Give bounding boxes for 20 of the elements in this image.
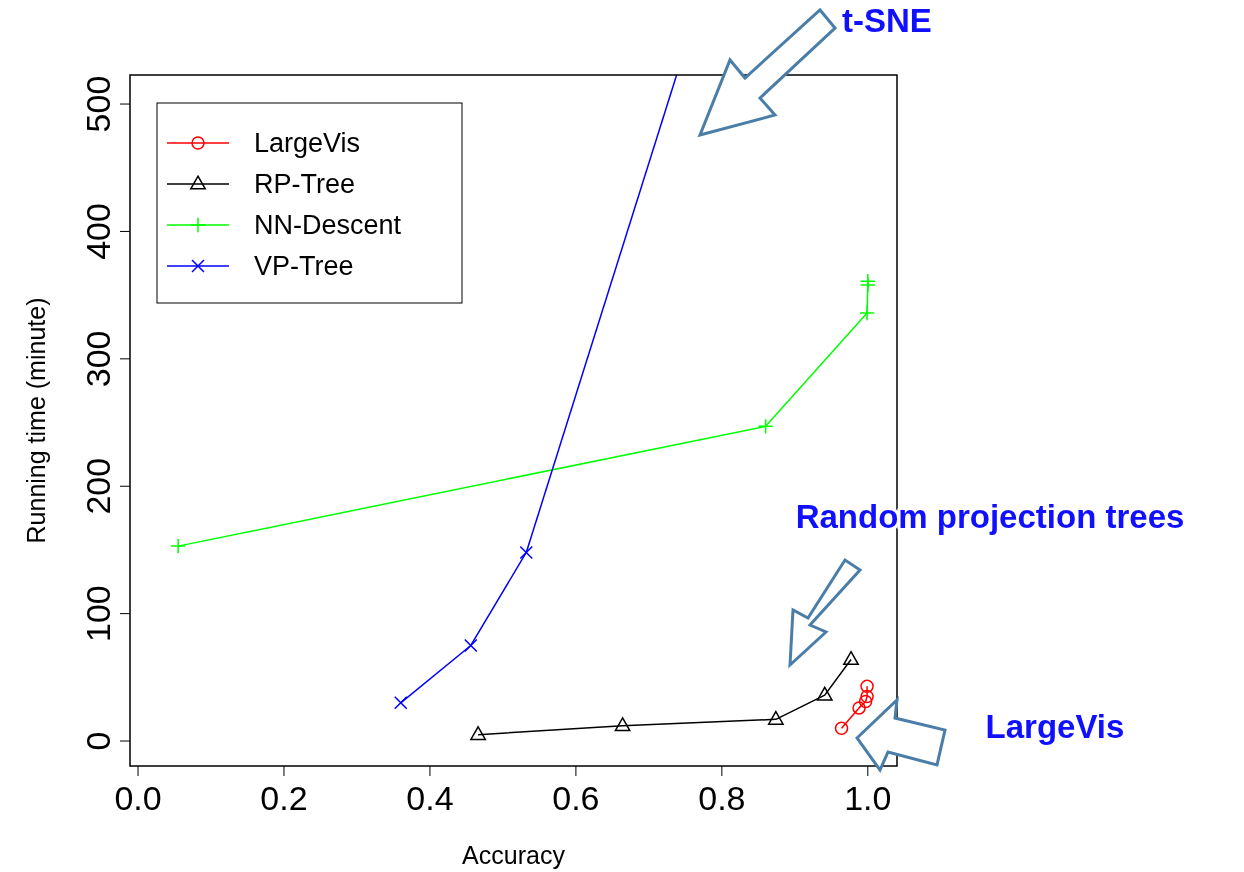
- x-tick-label: 0.4: [406, 779, 454, 817]
- x-axis-title: Accuracy: [462, 841, 566, 869]
- y-tick-label: 500: [79, 75, 117, 133]
- legend-label: RP-Tree: [254, 169, 356, 199]
- legend-label: NN-Descent: [254, 210, 402, 240]
- text: t-SNE: [842, 2, 932, 39]
- y-tick-label: 0: [79, 731, 117, 751]
- x-tick-label: 0.0: [114, 779, 162, 817]
- y-tick-label: 100: [79, 585, 117, 642]
- x-tick-label: 1.0: [844, 779, 892, 817]
- x-tick-label: 0.8: [698, 779, 746, 817]
- x-tick-label: 0.6: [552, 779, 600, 817]
- y-tick-label: 400: [79, 203, 117, 260]
- y-tick-label: 300: [79, 330, 117, 388]
- text: LargeVis: [985, 708, 1125, 745]
- y-tick-label: 200: [79, 457, 117, 515]
- legend-label: LargeVis: [254, 128, 361, 158]
- x-tick-label: 0.2: [260, 779, 308, 817]
- legend-label: VP-Tree: [254, 251, 354, 281]
- y-axis-title: Running time (minute): [22, 297, 50, 544]
